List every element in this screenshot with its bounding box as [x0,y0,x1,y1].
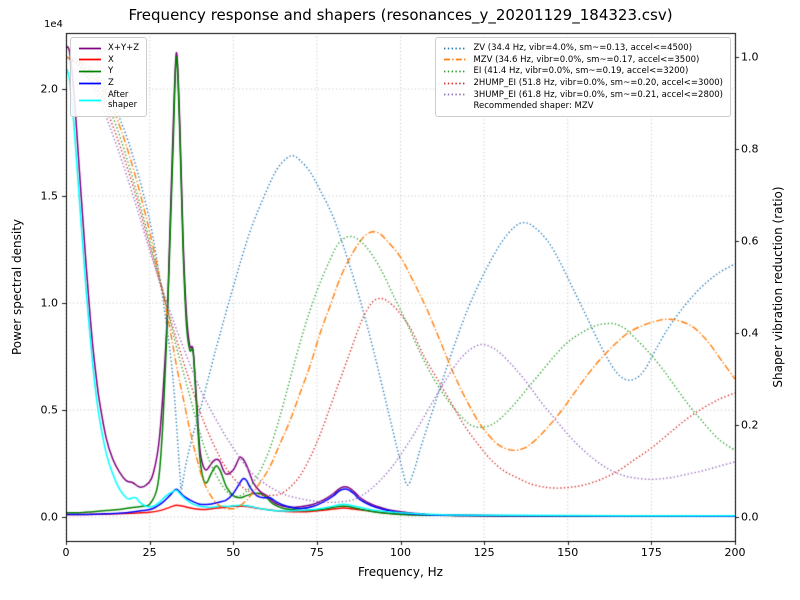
y-left-tick-label: 2.0 [40,82,59,96]
x-tick-label: 200 [724,546,746,559]
legend-line-sample [444,93,467,96]
y-left-tick-label: 1.5 [40,189,59,203]
legend-line-sample [444,82,467,85]
legend-label: Z [108,77,114,88]
legend-line-sample [79,47,101,50]
legend-item: 2HUMP_EI (51.8 Hz, vibr=0.0%, sm~=0.20, … [443,78,723,89]
legend-line-sample [79,82,101,85]
legend-line-sample [444,59,467,61]
x-tick-label: 25 [142,546,157,559]
legend-label: 2HUMP_EI (51.8 Hz, vibr=0.0%, sm~=0.20, … [473,77,723,88]
legend-item: Z [78,78,139,89]
x-tick-label: 175 [640,546,662,559]
legend-label: 3HUMP_EI (61.8 Hz, vibr=0.0%, sm~=0.21, … [473,89,723,100]
y-right-tick-label: 0.8 [741,142,759,156]
y-right-tick-label: 0.6 [741,234,759,248]
y-right-tick-label: 0.2 [741,418,759,432]
legend-item: EI (41.4 Hz, vibr=0.0%, sm~=0.19, accel<… [443,66,723,77]
x-tick-label: 50 [226,546,241,559]
y-axis-offset-text: 1e4 [44,19,63,30]
x-tick-label: 75 [309,546,324,559]
legend-label: X [108,54,114,65]
legend-item: ZV (34.4 Hz, vibr=4.0%, sm~=0.13, accel<… [443,43,723,54]
legend-label: EI (41.4 Hz, vibr=0.0%, sm~=0.19, accel<… [473,66,689,77]
legend-line-sample [444,70,467,73]
legend-item: MZV (34.6 Hz, vibr=0.0%, sm~=0.17, accel… [443,55,723,66]
y-axis-label-right: Shaper vibration reduction (ratio) [771,186,785,388]
legend-line-sample [444,47,467,50]
x-tick-label: 0 [62,546,70,559]
legend-item: X [78,55,139,66]
legend-line-sample [79,59,101,61]
y-right-tick-label: 0.4 [741,326,759,340]
x-tick-label: 100 [390,546,411,559]
y-left-tick-label: 0.0 [40,510,59,524]
y-right-tick-label: 0.0 [741,510,759,524]
x-tick-label: 125 [473,546,495,559]
y-axis-label-left: Power spectral density [10,218,24,356]
legend-item: Y [78,66,139,77]
legend-line-sample [79,70,101,73]
legend-item: 3HUMP_EI (61.8 Hz, vibr=0.0%, sm~=0.21, … [443,90,723,101]
legend-item: X+Y+Z [78,43,139,54]
chart-title: Frequency response and shapers (resonanc… [128,6,673,24]
legend-label: After shaper [108,89,138,111]
x-axis-label: Frequency, Hz [358,565,443,579]
legend-shapers: ZV (34.4 Hz, vibr=4.0%, sm~=0.13, accel<… [435,37,731,117]
y-left-tick-label: 1.0 [40,296,59,310]
legend-label: ZV (34.4 Hz, vibr=4.0%, sm~=0.13, accel<… [473,43,693,53]
x-tick-label: 150 [557,546,579,559]
legend-label: MZV (34.6 Hz, vibr=0.0%, sm~=0.17, accel… [473,54,700,65]
legend-psd: X+Y+Z X Y Z After shaper [70,37,148,117]
legend-line-sample [79,99,101,102]
y-left-tick-label: 0.5 [40,403,59,417]
legend-item: After shaper [78,90,139,111]
y-right-tick-label: 1.0 [741,50,759,64]
legend-label: X+Y+Z [108,43,140,53]
recommended-shaper-note: Recommended shaper: MZV [473,101,594,112]
legend-label: Y [108,66,114,77]
